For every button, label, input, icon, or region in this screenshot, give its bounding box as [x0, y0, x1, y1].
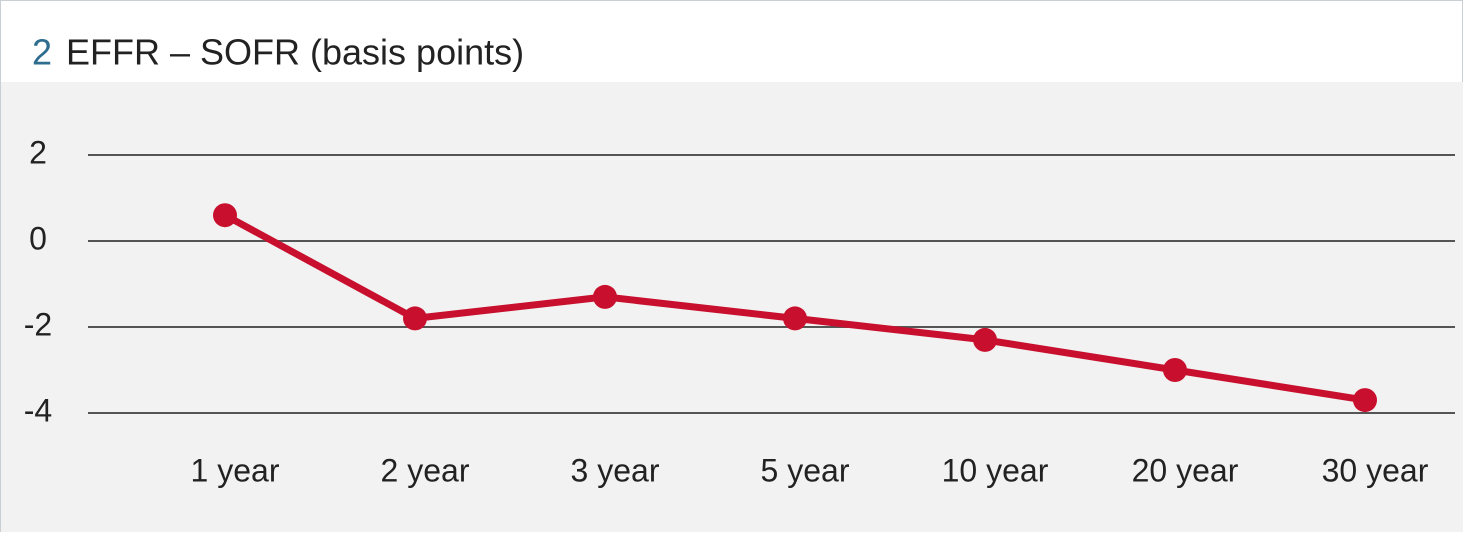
point [403, 306, 427, 331]
plot-background [1, 82, 1463, 532]
x-tick-label: 20 year [1132, 452, 1239, 488]
y-tick-label: -2 [24, 306, 52, 342]
point [1353, 388, 1377, 413]
y-tick-label: -4 [24, 392, 52, 428]
x-tick-label: 1 year [191, 452, 280, 488]
x-tick-label: 5 year [761, 452, 850, 488]
x-tick-label: 10 year [942, 452, 1049, 488]
point [593, 284, 617, 309]
x-tick-label: 3 year [571, 452, 660, 488]
y-tick-label: 2 [29, 134, 47, 170]
point [783, 306, 807, 331]
figure-number: 2 [32, 32, 52, 73]
point [1163, 358, 1187, 382]
x-tick-label: 2 year [381, 452, 470, 488]
point [213, 203, 237, 228]
y-tick-label: 0 [29, 220, 47, 256]
point [973, 327, 997, 352]
chart-title: EFFR – SOFR (basis points) [66, 32, 524, 73]
x-tick-label: 30 year [1322, 452, 1429, 488]
